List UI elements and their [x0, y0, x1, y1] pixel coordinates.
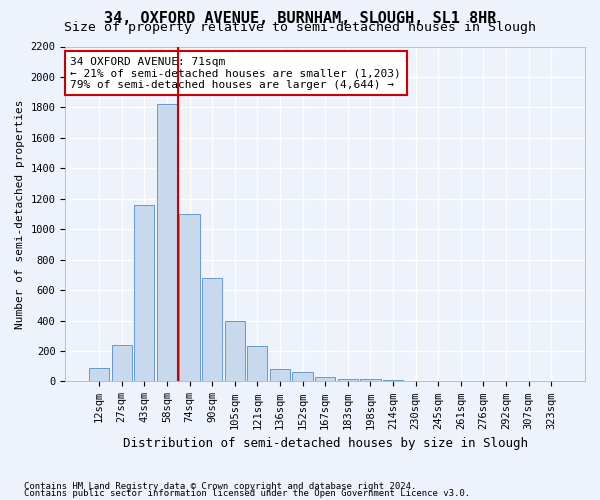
X-axis label: Distribution of semi-detached houses by size in Slough: Distribution of semi-detached houses by …: [122, 437, 527, 450]
Bar: [112, 345, 132, 382]
Bar: [247, 346, 268, 382]
Bar: [292, 372, 313, 382]
Text: Size of property relative to semi-detached houses in Slough: Size of property relative to semi-detach…: [64, 22, 536, 35]
Bar: [428, 380, 448, 382]
Bar: [315, 377, 335, 382]
Bar: [202, 278, 222, 382]
Text: Contains HM Land Registry data © Crown copyright and database right 2024.: Contains HM Land Registry data © Crown c…: [24, 482, 416, 491]
Bar: [360, 379, 380, 382]
Text: 34 OXFORD AVENUE: 71sqm
← 21% of semi-detached houses are smaller (1,203)
79% of: 34 OXFORD AVENUE: 71sqm ← 21% of semi-de…: [70, 56, 401, 90]
Bar: [338, 379, 358, 382]
Text: 34, OXFORD AVENUE, BURNHAM, SLOUGH, SL1 8HR: 34, OXFORD AVENUE, BURNHAM, SLOUGH, SL1 …: [104, 11, 496, 26]
Bar: [89, 368, 109, 382]
Bar: [179, 214, 200, 382]
Y-axis label: Number of semi-detached properties: Number of semi-detached properties: [15, 99, 25, 328]
Text: Contains public sector information licensed under the Open Government Licence v3: Contains public sector information licen…: [24, 489, 470, 498]
Bar: [224, 320, 245, 382]
Bar: [134, 205, 154, 382]
Bar: [383, 380, 403, 382]
Bar: [157, 104, 177, 382]
Bar: [270, 370, 290, 382]
Bar: [406, 380, 426, 382]
